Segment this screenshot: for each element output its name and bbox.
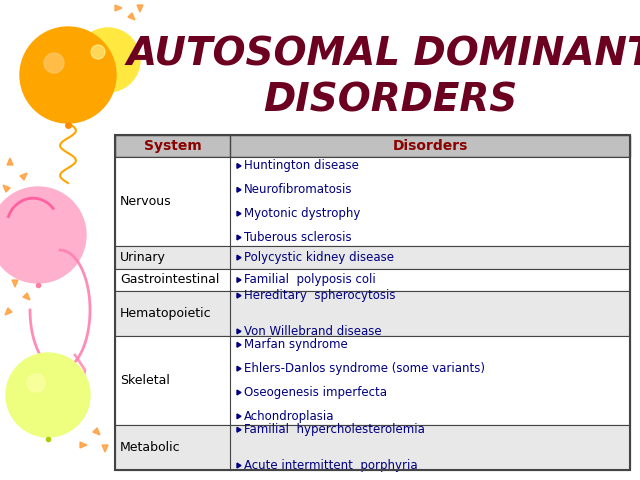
Polygon shape bbox=[12, 280, 18, 287]
Polygon shape bbox=[10, 410, 17, 417]
Text: Marfan syndrome: Marfan syndrome bbox=[244, 338, 348, 351]
Polygon shape bbox=[237, 211, 241, 216]
Text: Gastrointestinal: Gastrointestinal bbox=[120, 274, 220, 287]
Text: DISORDERS: DISORDERS bbox=[263, 81, 517, 119]
Polygon shape bbox=[237, 277, 241, 282]
Text: Tuberous sclerosis: Tuberous sclerosis bbox=[244, 231, 351, 244]
Polygon shape bbox=[137, 5, 143, 12]
Text: Myotonic dystrophy: Myotonic dystrophy bbox=[244, 207, 360, 220]
Text: Polycystic kidney disease: Polycystic kidney disease bbox=[244, 251, 394, 264]
Text: Metabolic: Metabolic bbox=[120, 441, 180, 454]
Circle shape bbox=[0, 187, 86, 283]
Circle shape bbox=[91, 45, 105, 59]
Polygon shape bbox=[17, 378, 23, 385]
Polygon shape bbox=[237, 342, 241, 347]
Polygon shape bbox=[237, 187, 241, 192]
Text: Huntington disease: Huntington disease bbox=[244, 159, 359, 172]
Polygon shape bbox=[237, 427, 241, 432]
Polygon shape bbox=[237, 255, 241, 260]
FancyBboxPatch shape bbox=[115, 269, 630, 291]
Circle shape bbox=[44, 53, 64, 73]
Text: Ehlers-Danlos syndrome (some variants): Ehlers-Danlos syndrome (some variants) bbox=[244, 362, 485, 375]
Text: Familial  hypercholesterolemia: Familial hypercholesterolemia bbox=[244, 423, 425, 436]
Text: Von Willebrand disease: Von Willebrand disease bbox=[244, 325, 381, 338]
Text: Skeletal: Skeletal bbox=[120, 374, 170, 387]
Polygon shape bbox=[28, 395, 35, 402]
Polygon shape bbox=[237, 463, 241, 468]
Polygon shape bbox=[115, 5, 122, 11]
Text: Neurofibromatosis: Neurofibromatosis bbox=[244, 183, 353, 196]
Polygon shape bbox=[237, 293, 241, 298]
Polygon shape bbox=[5, 308, 12, 315]
Circle shape bbox=[6, 353, 90, 437]
FancyBboxPatch shape bbox=[115, 425, 630, 470]
Text: Oseogenesis imperfecta: Oseogenesis imperfecta bbox=[244, 386, 387, 399]
Text: Achondroplasia: Achondroplasia bbox=[244, 410, 335, 423]
Text: AUTOSOMAL DOMINANT: AUTOSOMAL DOMINANT bbox=[126, 36, 640, 74]
Polygon shape bbox=[93, 428, 100, 435]
FancyBboxPatch shape bbox=[115, 157, 630, 246]
Polygon shape bbox=[237, 329, 241, 334]
Polygon shape bbox=[128, 13, 135, 20]
Polygon shape bbox=[7, 158, 13, 165]
Polygon shape bbox=[80, 442, 87, 448]
Polygon shape bbox=[23, 293, 30, 300]
Polygon shape bbox=[237, 366, 241, 371]
FancyBboxPatch shape bbox=[115, 135, 630, 157]
Polygon shape bbox=[20, 173, 27, 180]
Polygon shape bbox=[3, 185, 10, 192]
Text: Familial  polyposis coli: Familial polyposis coli bbox=[244, 274, 376, 287]
Circle shape bbox=[20, 27, 116, 123]
Text: Nervous: Nervous bbox=[120, 195, 172, 208]
FancyBboxPatch shape bbox=[115, 246, 630, 269]
Polygon shape bbox=[237, 414, 241, 419]
Text: Acute intermittent  porphyria: Acute intermittent porphyria bbox=[244, 459, 418, 472]
Polygon shape bbox=[237, 390, 241, 395]
Text: System: System bbox=[143, 139, 202, 153]
FancyBboxPatch shape bbox=[115, 336, 630, 425]
Text: Hematopoietic: Hematopoietic bbox=[120, 307, 212, 320]
Polygon shape bbox=[237, 164, 241, 168]
Polygon shape bbox=[102, 445, 108, 452]
Text: Disorders: Disorders bbox=[392, 139, 468, 153]
FancyBboxPatch shape bbox=[115, 291, 630, 336]
Text: Urinary: Urinary bbox=[120, 251, 166, 264]
Polygon shape bbox=[237, 235, 241, 240]
Circle shape bbox=[27, 374, 45, 392]
Circle shape bbox=[76, 28, 140, 92]
Text: Hereditary  spherocytosis: Hereditary spherocytosis bbox=[244, 289, 396, 302]
